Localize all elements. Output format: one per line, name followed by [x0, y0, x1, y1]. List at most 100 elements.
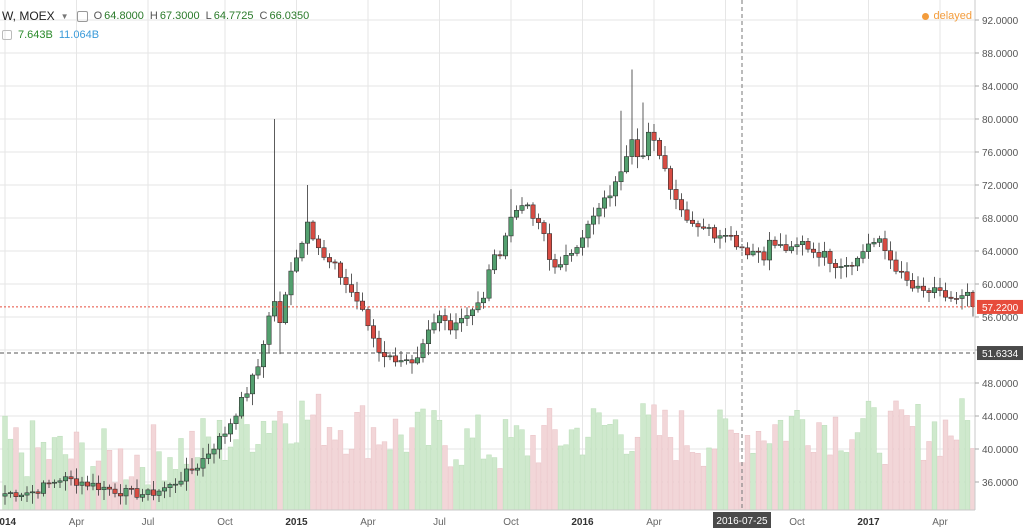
volume-bar: [678, 410, 685, 511]
candle-body: [475, 302, 481, 311]
symbol-label[interactable]: W, MOEX: [2, 9, 55, 23]
volume-bar: [744, 435, 751, 511]
volume-bar: [821, 425, 828, 511]
volume-bar: [596, 412, 602, 511]
candle-body: [321, 247, 327, 258]
volume-bar: [882, 464, 888, 511]
x-tick-label: Apr: [360, 517, 376, 528]
volume-bar: [645, 414, 652, 511]
volume-bar: [612, 419, 619, 511]
candle-body: [211, 448, 217, 455]
y-tick-label: 40.0000: [982, 445, 1019, 456]
candle-body: [695, 223, 701, 228]
candle-body: [140, 494, 146, 498]
candle-body: [706, 227, 712, 229]
volume-bar: [409, 427, 415, 511]
candle-body: [178, 480, 184, 485]
volume-bar: [502, 419, 509, 511]
candle-body: [277, 301, 283, 323]
candle-body: [673, 189, 679, 200]
candle-body: [40, 482, 46, 494]
candle-body: [134, 488, 140, 498]
candle-body: [51, 481, 57, 484]
volume-settings-icon[interactable]: [2, 30, 12, 40]
y-tick-label: 76.0000: [982, 148, 1019, 159]
y-tick-label: 84.0000: [982, 82, 1019, 93]
candle-body: [365, 309, 371, 327]
candle-body: [843, 265, 849, 267]
candle-body: [909, 280, 915, 289]
volume-bar: [365, 458, 371, 511]
volume-bar: [497, 468, 503, 511]
volume-bar: [579, 454, 586, 511]
candle-body: [293, 257, 299, 272]
volume-bar: [667, 437, 674, 511]
volume-bar: [772, 424, 778, 511]
chevron-down-icon[interactable]: ▼: [60, 11, 69, 21]
x-tick-label: 2017: [857, 517, 880, 528]
candle-body: [788, 246, 794, 251]
candle-body: [370, 325, 376, 339]
volume-bar: [414, 411, 421, 511]
candle-body: [953, 298, 959, 300]
candle-body: [337, 262, 343, 278]
volume-bar: [508, 437, 514, 511]
candle-body: [217, 436, 223, 450]
candle-body: [832, 263, 838, 268]
volume-bar: [458, 464, 465, 511]
candle-body: [612, 181, 618, 197]
volume-bar: [706, 447, 712, 511]
y-tick-label: 36.0000: [982, 478, 1019, 489]
x-tick-label: Apr: [69, 517, 85, 528]
low-value: 64.7725: [213, 10, 254, 22]
x-tick-label: 2015: [285, 517, 308, 528]
volume-bar: [931, 421, 938, 511]
volume-bar: [695, 453, 701, 511]
candle-body: [535, 218, 541, 223]
volume-bar: [139, 467, 146, 511]
crosshair-date-badge: [713, 512, 771, 528]
candle-body: [118, 493, 124, 497]
y-tick-label: 56.0000: [982, 313, 1019, 324]
close-value: 66.0350: [269, 10, 310, 22]
candle-body: [645, 131, 651, 157]
candle-body: [447, 320, 453, 331]
volume-bar: [535, 462, 542, 511]
candle-body: [453, 322, 459, 331]
x-tick-label: Oct: [503, 517, 519, 528]
candle-body: [315, 238, 321, 249]
candle-body: [255, 366, 261, 376]
volume-bar: [381, 441, 388, 511]
candle-body: [711, 227, 717, 239]
candle-body: [827, 251, 833, 264]
volume-bar: [585, 436, 591, 511]
volume-bar: [563, 444, 569, 511]
candle-body: [810, 248, 816, 253]
candle-body: [398, 360, 404, 363]
series-settings-icon[interactable]: [76, 10, 88, 22]
y-tick-label: 48.0000: [982, 379, 1019, 390]
crosshair-date-label: 2016-07-25: [716, 516, 768, 527]
candle-body: [29, 491, 35, 494]
candle-body: [387, 355, 393, 358]
volume-bar: [887, 410, 894, 511]
high-label: H: [149, 10, 158, 22]
x-tick-label: Oct: [789, 517, 805, 528]
candle-body: [700, 226, 706, 229]
volume-bar: [238, 406, 245, 511]
candle-body: [129, 488, 135, 490]
y-tick-label: 92.0000: [982, 16, 1019, 27]
x-tick-label: Apr: [932, 517, 948, 528]
candle-body: [206, 453, 212, 459]
volume-bar: [332, 439, 338, 511]
candle-body: [942, 290, 948, 298]
delayed-indicator: delayed: [922, 10, 972, 22]
candles: [2, 69, 976, 505]
candle-body: [865, 243, 871, 252]
volume-bar: [953, 439, 960, 511]
candle-body: [18, 494, 24, 497]
candle-body: [431, 322, 437, 331]
candle-body: [458, 318, 464, 324]
volume-bar: [920, 459, 927, 511]
